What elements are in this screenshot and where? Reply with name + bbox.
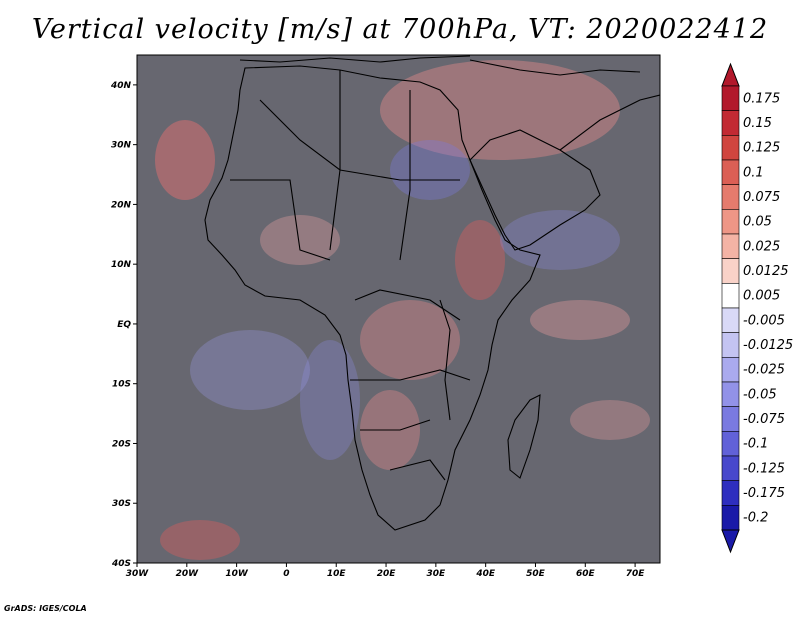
lat-tick-label: 20S: [112, 439, 131, 449]
colorbar-label: 0.15: [743, 116, 772, 131]
lon-tick-label: 30E: [427, 569, 447, 579]
colorbar-label: 0.175: [743, 91, 780, 106]
lat-tick-label: EQ: [117, 320, 131, 330]
colorbar-swatch: [721, 307, 740, 333]
colorbar-swatch: [721, 184, 740, 210]
colorbar-label: -0.005: [743, 313, 785, 328]
colorbar-label: -0.075: [743, 412, 785, 427]
colorbar-swatch: [721, 159, 740, 185]
lon-tick-label: 10W: [225, 569, 249, 579]
lon-tick-label: 40E: [475, 569, 496, 579]
colorbar-swatch: [721, 455, 740, 481]
colorbar-swatch: [721, 209, 740, 235]
lon-tick-label: 20E: [377, 569, 397, 579]
plot-frame: [136, 54, 661, 564]
lat-tick-label: 30S: [112, 499, 131, 509]
colorbar-label: 0.025: [743, 239, 780, 254]
colorbar-label: -0.05: [743, 387, 777, 402]
colorbar-swatch: [721, 381, 740, 407]
map-title: Vertical velocity [m/s] at 700hPa, VT: 2…: [31, 14, 769, 45]
colorbar-swatch: [721, 110, 740, 136]
colorbar-top-arrow: [721, 62, 740, 87]
coastlines: [204, 55, 660, 531]
colorbar-swatch: [721, 431, 740, 457]
colorbar-swatch: [721, 258, 740, 284]
colorbar-label: 0.075: [743, 190, 780, 205]
colorbar-swatch: [721, 505, 740, 531]
colorbar-label: -0.025: [743, 363, 785, 378]
colorbar-bottom-arrow: [721, 529, 740, 554]
colorbar-label: -0.125: [743, 461, 785, 476]
colorbar-swatch: [721, 233, 740, 259]
colorbar-swatch: [721, 283, 740, 309]
colorbar-label: -0.175: [743, 486, 785, 501]
lat-tick-label: 10N: [111, 260, 132, 270]
colorbar-swatch: [721, 332, 740, 358]
lon-tick-label: 10E: [327, 569, 347, 579]
colorbar-label: 0.005: [743, 289, 780, 304]
colorbar-swatch: [721, 406, 740, 432]
colorbar-swatch: [721, 480, 740, 506]
lon-tick-label: 20W: [176, 569, 200, 579]
lon-tick-label: 0: [283, 569, 289, 579]
colorbar-swatch: [721, 357, 740, 383]
latitude-axis: 40S 30S 20S 10S EQ 10N 20N 30N 40N: [110, 81, 137, 569]
colorbar-label: 0.0125: [743, 264, 789, 279]
lon-tick-label: 50E: [526, 569, 546, 579]
lon-tick-label: 60E: [576, 569, 596, 579]
longitude-axis: 30W 20W 10W 0 10E 20E 30E 40E 50E 60E 70E: [126, 563, 646, 579]
colorbar-label: 0.05: [743, 215, 772, 230]
credit-text: GrADS: IGES/COLA: [4, 604, 87, 613]
lat-tick-label: 40N: [110, 81, 132, 91]
colorbar: 0.175 0.15 0.125 0.1 0.075 0.05 0.025 0.0125 0.0…: [721, 62, 793, 554]
lon-tick-label: 30W: [126, 569, 150, 579]
colorbar-swatch: [721, 135, 740, 161]
lat-tick-label: 40S: [111, 559, 131, 569]
colorbar-label: -0.2: [743, 511, 768, 526]
lat-tick-label: 10S: [112, 380, 131, 390]
colorbar-label: 0.1: [743, 165, 764, 180]
lat-tick-label: 20N: [111, 200, 132, 210]
colorbar-swatch: [721, 85, 740, 111]
velocity-field: [137, 55, 660, 563]
colorbar-label: -0.1: [743, 437, 768, 452]
lat-tick-label: 30N: [111, 141, 132, 151]
colorbar-label: 0.125: [743, 141, 780, 156]
colorbar-label: -0.0125: [743, 338, 793, 353]
lon-tick-label: 70E: [626, 569, 646, 579]
